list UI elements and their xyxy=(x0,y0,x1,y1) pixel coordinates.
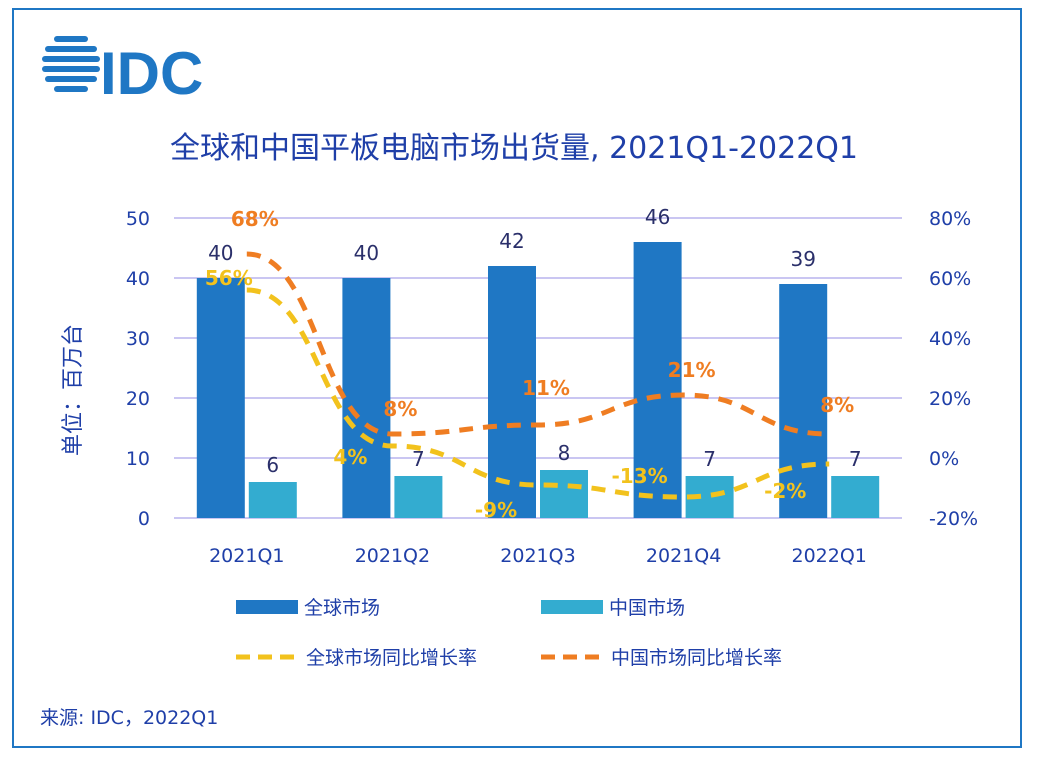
legend-swatch-china xyxy=(541,600,603,614)
line-china-growth xyxy=(246,251,830,437)
line-global-growth xyxy=(246,287,830,500)
bar-global xyxy=(779,284,828,518)
bar-label-china: 6 xyxy=(266,453,279,477)
line-label-global: -13% xyxy=(612,464,668,488)
logo-globe-band xyxy=(54,36,88,42)
line-label-global: 4% xyxy=(333,445,367,469)
y-axis-ticks: 0 10 20 30 40 50 xyxy=(126,208,150,530)
y-tick-label: 50 xyxy=(126,208,150,230)
y2-tick-label: 0% xyxy=(929,448,959,470)
bar-label-global: 39 xyxy=(790,247,815,271)
chart-svg: IDC 全球和中国平板电脑市场出货量, 2021Q1-2022Q1 单位：百万台… xyxy=(40,36,978,729)
y2-axis-ticks: -20% 0% 20% 40% 60% 80% xyxy=(929,208,978,530)
y-tick-label: 10 xyxy=(126,448,150,470)
y2-tick-label: 40% xyxy=(929,328,971,350)
bar-china xyxy=(540,470,588,518)
data-labels: 40 6 40 7 42 8 46 7 39 7 56% 4% -9% -13% -2% 68% 8% 11% 21… xyxy=(205,205,862,522)
bar-global xyxy=(633,242,682,518)
bar-label-china: 7 xyxy=(703,447,716,471)
bar-china xyxy=(248,482,297,518)
source-note: 来源: IDC，2022Q1 xyxy=(40,707,218,729)
x-tick-label: 2021Q4 xyxy=(646,545,721,567)
y-axis-label: 单位：百万台 xyxy=(61,324,86,456)
bar-label-global: 40 xyxy=(208,241,233,265)
x-axis-ticks: 2021Q1 2021Q2 2021Q3 2021Q4 2022Q1 xyxy=(209,545,867,567)
line-label-china: 8% xyxy=(383,397,417,421)
chart-frame: IDC 全球和中国平板电脑市场出货量, 2021Q1-2022Q1 单位：百万台… xyxy=(12,8,1022,748)
logo-globe-band xyxy=(42,66,100,72)
bar-global xyxy=(488,266,536,518)
line-label-global: -9% xyxy=(475,498,517,522)
line-label-china: 11% xyxy=(522,376,570,400)
legend-label-global: 全球市场 xyxy=(304,597,380,619)
x-tick-label: 2021Q2 xyxy=(355,545,430,567)
bar-global xyxy=(196,278,245,518)
x-tick-label: 2021Q1 xyxy=(209,545,284,567)
y-tick-label: 20 xyxy=(126,388,150,410)
bar-china xyxy=(394,476,443,518)
legend-label-global-growth: 全球市场同比增长率 xyxy=(306,647,477,669)
legend-label-china-growth: 中国市场同比增长率 xyxy=(611,647,782,669)
y-tick-label: 0 xyxy=(138,508,150,530)
bars xyxy=(196,242,880,518)
bar-label-china: 7 xyxy=(412,447,425,471)
y-tick-label: 40 xyxy=(126,268,150,290)
x-tick-label: 2022Q1 xyxy=(791,545,866,567)
bar-global xyxy=(342,278,391,518)
bar-label-china: 8 xyxy=(558,441,571,465)
line-label-china: 8% xyxy=(820,393,854,417)
logo-globe-band xyxy=(45,76,97,82)
idc-logo: IDC xyxy=(42,36,203,107)
logo-globe-band xyxy=(54,86,88,92)
line-label-global: -2% xyxy=(764,479,806,503)
idc-logo-text: IDC xyxy=(100,40,203,107)
logo-globe-band xyxy=(42,56,100,62)
logo-globe-band xyxy=(45,46,97,52)
legend-swatch-global xyxy=(236,600,298,614)
bar-label-china: 7 xyxy=(849,447,862,471)
growth-lines xyxy=(246,251,830,500)
legend-label-china: 中国市场 xyxy=(609,597,685,619)
y2-tick-label: -20% xyxy=(929,508,978,530)
y2-tick-label: 60% xyxy=(929,268,971,290)
chart-title: 全球和中国平板电脑市场出货量, 2021Q1-2022Q1 xyxy=(170,131,858,166)
y2-tick-label: 80% xyxy=(929,208,971,230)
bar-label-global: 42 xyxy=(499,229,524,253)
y2-tick-label: 20% xyxy=(929,388,971,410)
bar-label-global: 40 xyxy=(354,241,379,265)
x-tick-label: 2021Q3 xyxy=(500,545,575,567)
line-label-china: 21% xyxy=(668,358,716,382)
bar-china xyxy=(831,476,880,518)
line-label-global: 56% xyxy=(205,266,253,290)
y-tick-label: 30 xyxy=(126,328,150,350)
line-label-china: 68% xyxy=(231,207,279,231)
idc-logo-globe-icon xyxy=(42,36,100,92)
bar-label-global: 46 xyxy=(645,205,670,229)
